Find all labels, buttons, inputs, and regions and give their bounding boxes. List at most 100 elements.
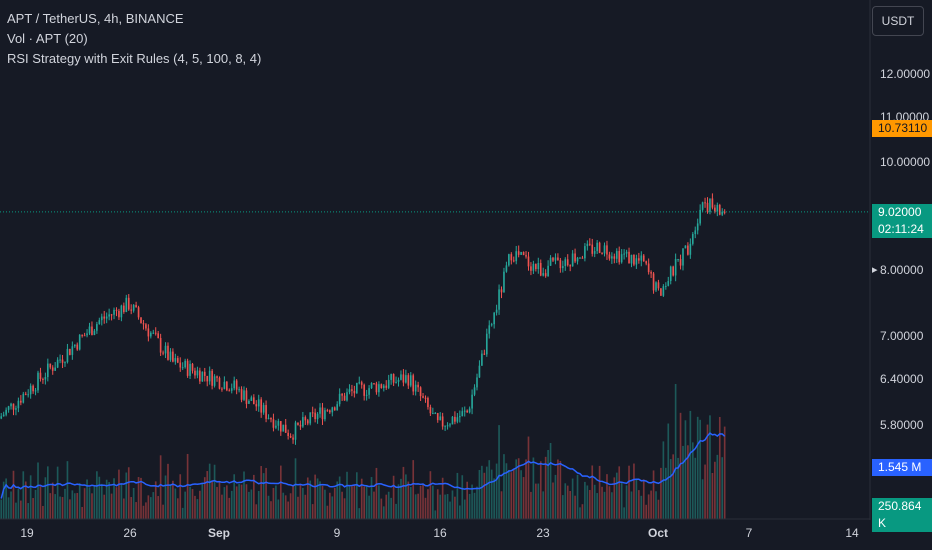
volume-bar (32, 498, 34, 519)
candle-body (723, 211, 726, 213)
candle-body (397, 379, 400, 382)
candle-body (530, 266, 532, 271)
volume-bar (59, 496, 61, 519)
volume-bar (684, 420, 687, 519)
volume-bar (549, 442, 552, 519)
volume-bar (657, 499, 660, 519)
volume-bar (363, 486, 366, 519)
volume-bar (199, 490, 201, 519)
candle-body (615, 251, 618, 259)
candle-body (554, 257, 557, 261)
alert-price-badge[interactable]: 10.73110 (872, 120, 932, 137)
candle-body (294, 422, 297, 440)
volume-bar (432, 485, 434, 519)
candle-body (429, 407, 432, 414)
candle-body (520, 252, 522, 255)
volume-bar (557, 459, 559, 519)
volume-bar (699, 419, 701, 519)
x-tick-label: 23 (536, 526, 550, 540)
volume-bar (652, 470, 655, 519)
volume-bar (309, 480, 312, 519)
candle-body (608, 254, 611, 259)
volume-bar (61, 497, 64, 519)
volume-bar (691, 442, 694, 519)
volume-bar (98, 476, 101, 519)
candle-body (149, 332, 152, 337)
candle-body (100, 316, 103, 321)
volume-bar (424, 497, 427, 519)
candle-body (373, 383, 375, 385)
candle-body (505, 265, 508, 272)
candle-body (311, 412, 314, 414)
candle-body (123, 305, 125, 312)
y-tick-label: 8.00000 (880, 263, 924, 277)
candle-body (689, 243, 692, 255)
candle-body (588, 243, 591, 245)
candle-body (495, 309, 498, 313)
volume-bar (137, 477, 140, 519)
volume-bar (706, 424, 709, 519)
candle-body (206, 375, 209, 382)
candle-body (10, 403, 12, 407)
volume-bar (591, 465, 594, 519)
candle-body (299, 424, 302, 427)
volume-bar (66, 461, 69, 519)
candle-body (642, 255, 645, 262)
volume-bar (718, 416, 721, 519)
candle-body (390, 374, 392, 380)
candle-body (618, 251, 621, 263)
x-tick-label: 7 (745, 526, 753, 540)
volume-bar (525, 459, 527, 519)
symbol-title[interactable]: APT / TetherUS, 4h, BINANCE (7, 11, 184, 26)
candle-body (549, 257, 552, 266)
candle-body (191, 363, 194, 371)
volume-bar (46, 466, 49, 519)
candle-body (250, 397, 253, 401)
candle-body (83, 335, 86, 337)
volume-bar (596, 493, 598, 519)
candle-body (346, 392, 348, 401)
volume-bar (149, 497, 152, 519)
candle-body (711, 198, 714, 208)
volume-bar (226, 485, 228, 519)
volume-indicator-label[interactable]: Vol · APT (20) (7, 31, 88, 46)
volume-bar (235, 486, 238, 519)
volume-bar (444, 494, 446, 519)
volume-bar (216, 486, 218, 519)
candle-body (39, 372, 42, 379)
volume-bar (520, 470, 522, 519)
volume-bar (498, 425, 500, 519)
price-scale-marker-icon: ▸ (872, 264, 878, 276)
candle-body (633, 254, 635, 265)
volume-bar (682, 445, 684, 519)
volume-bar (414, 494, 417, 519)
candle-body (424, 397, 427, 399)
candle-body (613, 256, 616, 259)
y-tick-label: 10.00000 (880, 155, 931, 169)
candle-body (380, 384, 383, 389)
volume-bar (446, 494, 449, 519)
volume-bar (127, 467, 130, 519)
volume-bar (635, 479, 638, 519)
candle-body (275, 425, 277, 428)
candle-body (392, 374, 395, 383)
volume-bar (495, 463, 498, 519)
candle-body (375, 383, 378, 393)
candle-body (539, 262, 542, 276)
volume-bar (0, 499, 3, 519)
currency-button[interactable]: USDT (872, 6, 924, 36)
volume-bar (569, 490, 572, 519)
candle-body (27, 394, 30, 396)
candle-body (309, 412, 312, 424)
volume-bar (243, 471, 245, 519)
candle-body (434, 413, 437, 415)
candle-body (564, 259, 567, 267)
strategy-label[interactable]: RSI Strategy with Exit Rules (4, 5, 100,… (7, 51, 262, 66)
candle-body (444, 425, 446, 427)
volume-bar (544, 456, 547, 519)
candle-body (167, 345, 169, 360)
volume-bar (238, 484, 240, 519)
candle-body (667, 281, 670, 286)
volume-bar (211, 481, 213, 519)
